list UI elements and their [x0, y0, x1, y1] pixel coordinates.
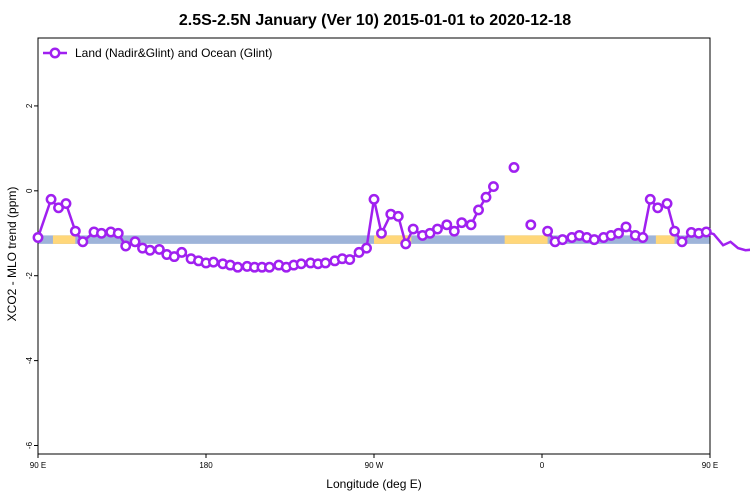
data-point: [120, 240, 132, 252]
data-point: [620, 221, 632, 233]
data-point: [676, 236, 688, 248]
data-point: [77, 236, 89, 248]
data-point: [661, 198, 673, 210]
data-point: [320, 257, 331, 269]
band-ocean: [504, 235, 548, 244]
data-point: [613, 227, 624, 239]
legend: Land (Nadir&Glint) and Ocean (Glint): [43, 46, 272, 60]
legend-swatch-marker: [49, 47, 61, 59]
data-point: [176, 246, 188, 258]
data-point: [368, 193, 380, 205]
y-tick-label: -2: [25, 272, 34, 280]
series-line: [546, 196, 750, 252]
data-point: [525, 219, 537, 231]
data-point: [456, 217, 468, 229]
data-point: [112, 227, 124, 239]
legend-label: Land (Nadir&Glint) and Ocean (Glint): [75, 46, 272, 60]
data-point: [644, 193, 656, 205]
data-point: [208, 256, 219, 268]
data-point: [542, 225, 554, 237]
data-point: [361, 242, 372, 254]
background-band: [38, 235, 710, 244]
data-point: [700, 226, 712, 238]
data-point: [465, 219, 477, 231]
data-point: [407, 223, 419, 235]
data-point: [588, 234, 600, 246]
data-point: [448, 225, 460, 237]
band-ocean: [374, 235, 412, 244]
data-point: [45, 193, 57, 205]
y-tick-label: -6: [25, 441, 34, 449]
y-tick-label: 0: [25, 188, 34, 193]
data-point: [441, 219, 453, 231]
data-point: [153, 243, 165, 255]
x-tick-label: 0: [540, 461, 545, 470]
data-point: [392, 210, 404, 222]
chart-title: 2.5S-2.5N January (Ver 10) 2015-01-01 to…: [179, 12, 571, 29]
data-point: [144, 244, 156, 256]
data-point: [488, 181, 499, 193]
data-point: [376, 227, 387, 239]
data-point: [652, 202, 664, 214]
data-point: [60, 198, 72, 210]
data-point: [400, 238, 412, 250]
x-tick-label: 90 E: [702, 461, 718, 470]
data-point: [344, 254, 356, 266]
y-tick-label: 2: [25, 103, 34, 108]
series-line: [36, 185, 495, 269]
x-tick-label: 180: [199, 461, 213, 470]
data-point: [557, 234, 568, 246]
band-ocean: [655, 235, 675, 244]
data-point: [69, 225, 81, 237]
series-layer: [32, 162, 750, 273]
data-point: [432, 223, 443, 235]
data-point: [129, 236, 141, 248]
data-point: [508, 162, 520, 173]
data-point: [295, 258, 307, 270]
y-tick-label: -4: [25, 357, 34, 365]
y-axis-label: XCO2 - MLO trend (ppm): [5, 187, 19, 322]
data-point: [480, 191, 492, 203]
data-point: [473, 204, 484, 216]
x-axis-label: Longitude (deg E): [326, 477, 421, 491]
x-tick-label: 90 W: [365, 461, 384, 470]
band-ocean: [52, 235, 76, 244]
data-point: [232, 261, 244, 273]
data-point: [96, 227, 107, 239]
data-point: [32, 232, 44, 243]
data-point: [264, 261, 275, 273]
data-point: [637, 232, 649, 243]
axes: 90 E 180 90 W 0 90 E -6 -4 -2 0 2: [25, 103, 718, 470]
x-tick-label: 90 E: [30, 461, 46, 470]
data-point: [669, 225, 680, 237]
